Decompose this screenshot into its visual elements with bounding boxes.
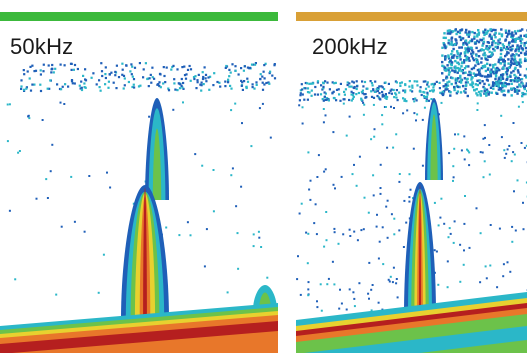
echogram-panel-50khz: 50kHz — [0, 12, 278, 353]
panel-separator — [278, 0, 296, 353]
echogram-50khz-image — [0, 62, 278, 353]
fish-school-main-200 — [404, 182, 436, 315]
echogram-panel-200khz: 200kHz — [296, 0, 527, 353]
top-color-bar-50khz — [0, 12, 278, 21]
label-backdrop — [304, 26, 440, 76]
surface-noise-layer — [298, 28, 527, 103]
fish-school-main — [121, 185, 169, 320]
fish-school-upper — [145, 98, 169, 200]
frequency-label-200khz: 200kHz — [312, 34, 388, 59]
frequency-label-50khz: 50kHz — [10, 34, 74, 59]
seabed-50khz — [0, 303, 278, 353]
seabed-200khz — [296, 292, 527, 353]
top-color-bar-200khz — [296, 12, 527, 21]
fish-school-upper-200 — [425, 98, 443, 180]
echogram-200khz-image — [296, 26, 527, 353]
